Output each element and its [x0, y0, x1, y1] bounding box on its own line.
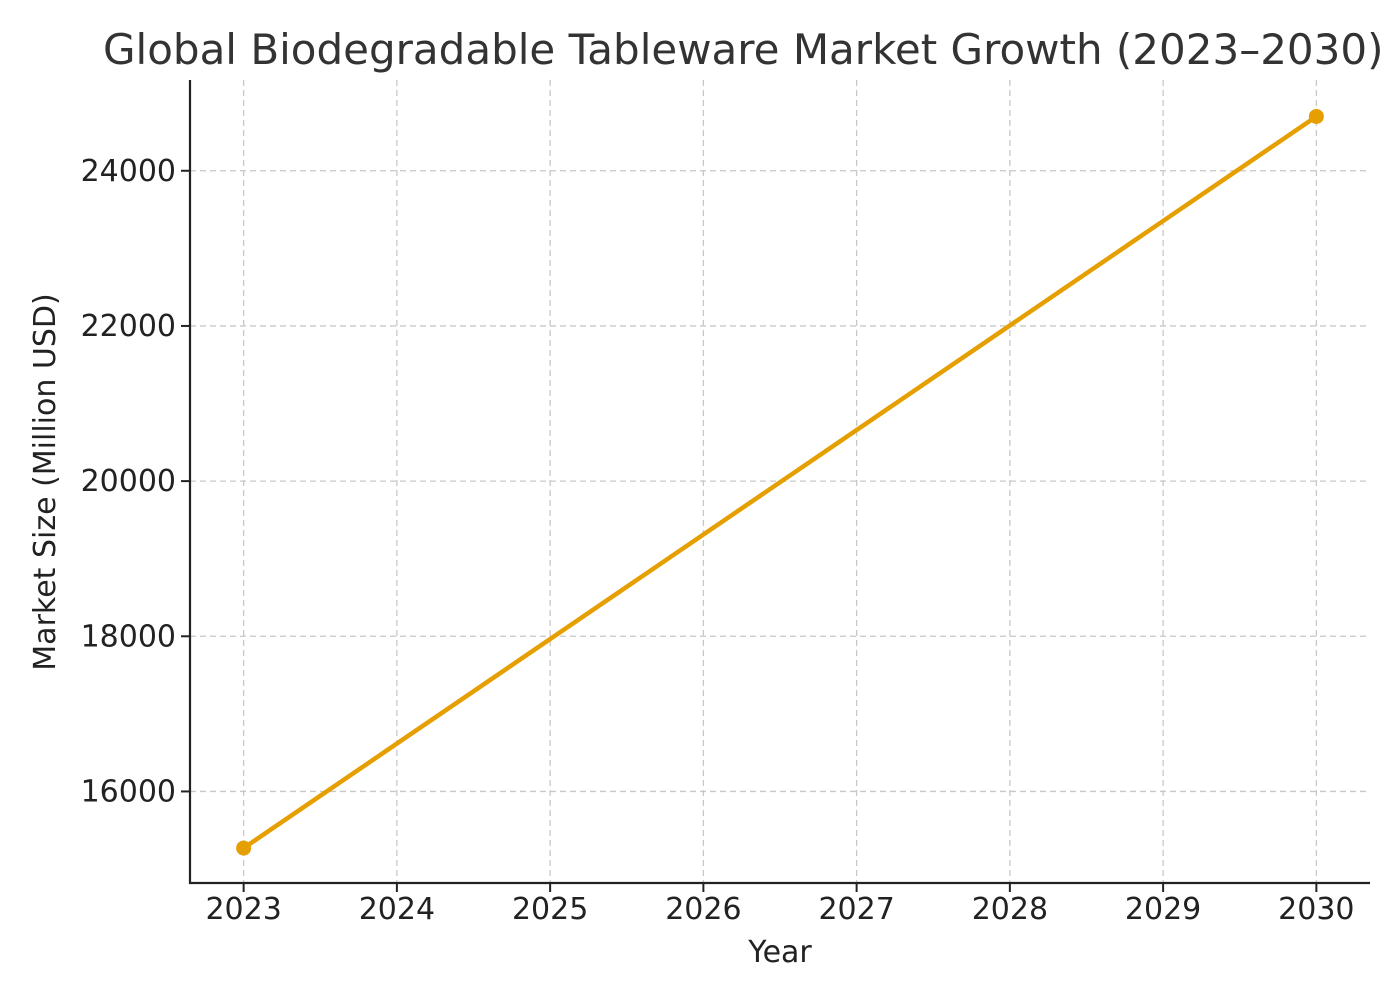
x-tick-label: 2030 [1278, 892, 1354, 927]
x-tick-label: 2028 [972, 892, 1048, 927]
y-tick-label: 24000 [81, 154, 176, 189]
series-layer [236, 108, 1324, 856]
x-tick-label: 2026 [665, 892, 741, 927]
x-tick-label: 2029 [1125, 892, 1201, 927]
x-tick-label: 2024 [359, 892, 435, 927]
x-axis-label: Year [747, 935, 812, 970]
ticks-layer: 2023 2024 2025 2026 2027 2028 2029 2030 16000 180… [81, 154, 1355, 927]
y-axis-label: Market Size (Million USD) [28, 293, 63, 670]
x-tick-label: 2025 [512, 892, 588, 927]
y-tick-label: 22000 [81, 309, 176, 344]
chart-title: Global Biodegradable Tableware Market Gr… [103, 25, 1383, 74]
series-line [241, 114, 1319, 851]
y-tick-label: 16000 [81, 774, 176, 809]
x-tick-label: 2023 [205, 892, 281, 927]
y-tick-label: 18000 [81, 619, 176, 654]
data-point [1308, 108, 1324, 124]
y-tick-label: 20000 [81, 464, 176, 499]
x-tick-label: 2027 [818, 892, 894, 927]
grid-layer [190, 80, 1370, 883]
data-point [236, 840, 252, 856]
